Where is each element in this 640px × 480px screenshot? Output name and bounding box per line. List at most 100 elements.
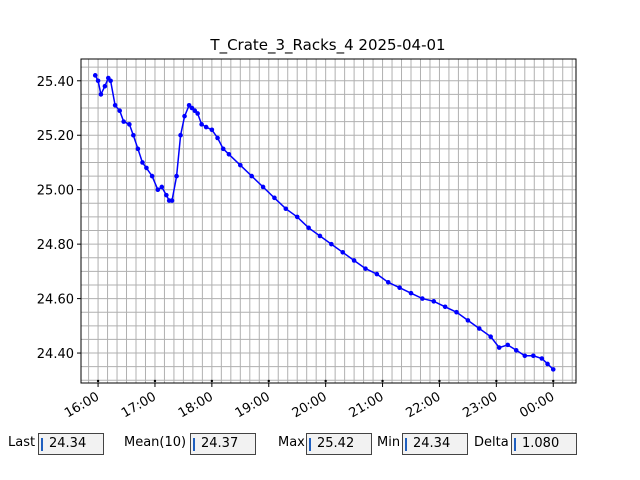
stat-min-value: 24.34 <box>413 436 451 451</box>
y-axis: 24.40 24.60 24.80 25.00 25.20 25.40 <box>37 75 81 362</box>
data-point <box>189 105 195 111</box>
data-point <box>164 192 169 198</box>
data-point <box>454 309 459 315</box>
stat-delta-label: Delta <box>474 435 509 450</box>
stat-last-label: Last <box>8 435 36 450</box>
grid <box>81 59 576 383</box>
data-point <box>442 304 448 310</box>
data-point <box>169 198 175 203</box>
data-point <box>550 367 556 372</box>
text-caret <box>41 438 43 451</box>
data-point <box>272 195 277 201</box>
data-point <box>144 165 149 171</box>
y-tick-label: 25.20 <box>37 129 74 144</box>
stat-mean-value: 24.37 <box>201 436 239 451</box>
data-point <box>117 108 122 114</box>
data-point <box>159 184 165 190</box>
data-point <box>306 225 311 231</box>
data-point <box>513 348 519 353</box>
x-tick-dot <box>96 379 100 383</box>
data-point <box>108 78 113 84</box>
y-tick-label: 24.40 <box>37 347 74 362</box>
data-point <box>199 122 204 127</box>
x-tick-dot <box>495 379 498 383</box>
data-point <box>431 299 437 304</box>
data-point <box>476 326 482 331</box>
text-caret <box>309 438 311 451</box>
stat-last-value: 24.34 <box>49 436 87 451</box>
data-point <box>131 132 136 138</box>
data-point <box>397 285 402 291</box>
data-point <box>155 187 161 192</box>
data-point <box>329 241 334 247</box>
stat-delta-value: 1.080 <box>522 436 560 451</box>
y-tick-label: 25.40 <box>37 75 74 90</box>
stat-mean-label: Mean(10) <box>124 435 187 450</box>
data-point <box>249 173 254 179</box>
data-point <box>98 92 104 97</box>
data-point <box>220 146 226 152</box>
x-tick-label: 16:00 <box>62 389 102 421</box>
x-tick-dot <box>552 379 555 383</box>
data-point <box>135 146 141 152</box>
data-point <box>283 206 289 212</box>
data-point <box>192 108 198 114</box>
stat-min-field[interactable]: 24.34 <box>402 433 468 455</box>
x-tick-label: 21:00 <box>347 389 387 421</box>
data-point <box>351 258 357 263</box>
text-caret <box>514 438 516 451</box>
x-tick-dot <box>210 379 214 383</box>
data-point <box>238 162 243 168</box>
data-point <box>209 127 215 133</box>
stat-mean-field[interactable]: 24.37 <box>190 433 256 455</box>
data-point <box>174 173 179 179</box>
data-point <box>488 334 493 340</box>
data-point <box>226 151 232 157</box>
data-point <box>178 132 183 138</box>
data-point <box>317 233 323 239</box>
x-tick-label: 00:00 <box>517 389 557 421</box>
data-point <box>465 318 471 323</box>
data-point <box>531 353 536 359</box>
data-point <box>408 290 414 296</box>
data-point <box>496 345 502 350</box>
data-point <box>127 122 132 127</box>
data-point <box>522 353 528 359</box>
data-point <box>215 135 220 141</box>
data-point <box>186 102 192 108</box>
data-point <box>102 83 108 89</box>
x-tick-dot <box>381 379 384 383</box>
data-point <box>121 119 126 124</box>
x-axis: 16:00 17:00 18:00 19:00 20:00 21:00 22:00 23:00… <box>62 379 557 421</box>
stat-max-field[interactable]: 25.42 <box>306 433 372 455</box>
x-tick-label: 19:00 <box>233 389 273 421</box>
data-point <box>539 356 545 361</box>
x-tick-label: 23:00 <box>460 389 500 421</box>
x-tick-label: 20:00 <box>290 389 330 421</box>
data-point <box>374 271 380 277</box>
plot-area-frame <box>80 58 577 384</box>
x-tick-dot <box>153 379 157 383</box>
stat-delta-field[interactable]: 1.080 <box>511 433 577 455</box>
x-tick-dot <box>324 379 327 383</box>
y-tick-label: 24.80 <box>37 238 74 253</box>
series-line <box>94 74 554 370</box>
data-point <box>363 266 368 271</box>
data-point <box>203 124 209 130</box>
x-tick-label: 18:00 <box>176 389 216 421</box>
data-point <box>294 214 300 220</box>
data-point <box>182 113 187 119</box>
data-point <box>195 111 200 116</box>
data-point <box>545 361 550 367</box>
data-point <box>340 250 346 255</box>
stat-max-label: Max <box>278 435 305 450</box>
stat-last-field[interactable]: 24.34 <box>38 433 104 455</box>
text-caret <box>193 438 195 451</box>
data-point <box>149 173 155 179</box>
data-point <box>95 78 101 84</box>
x-tick-dot <box>438 379 441 383</box>
data-point <box>260 184 266 190</box>
x-tick-label: 17:00 <box>119 389 159 421</box>
data-point <box>385 279 391 285</box>
